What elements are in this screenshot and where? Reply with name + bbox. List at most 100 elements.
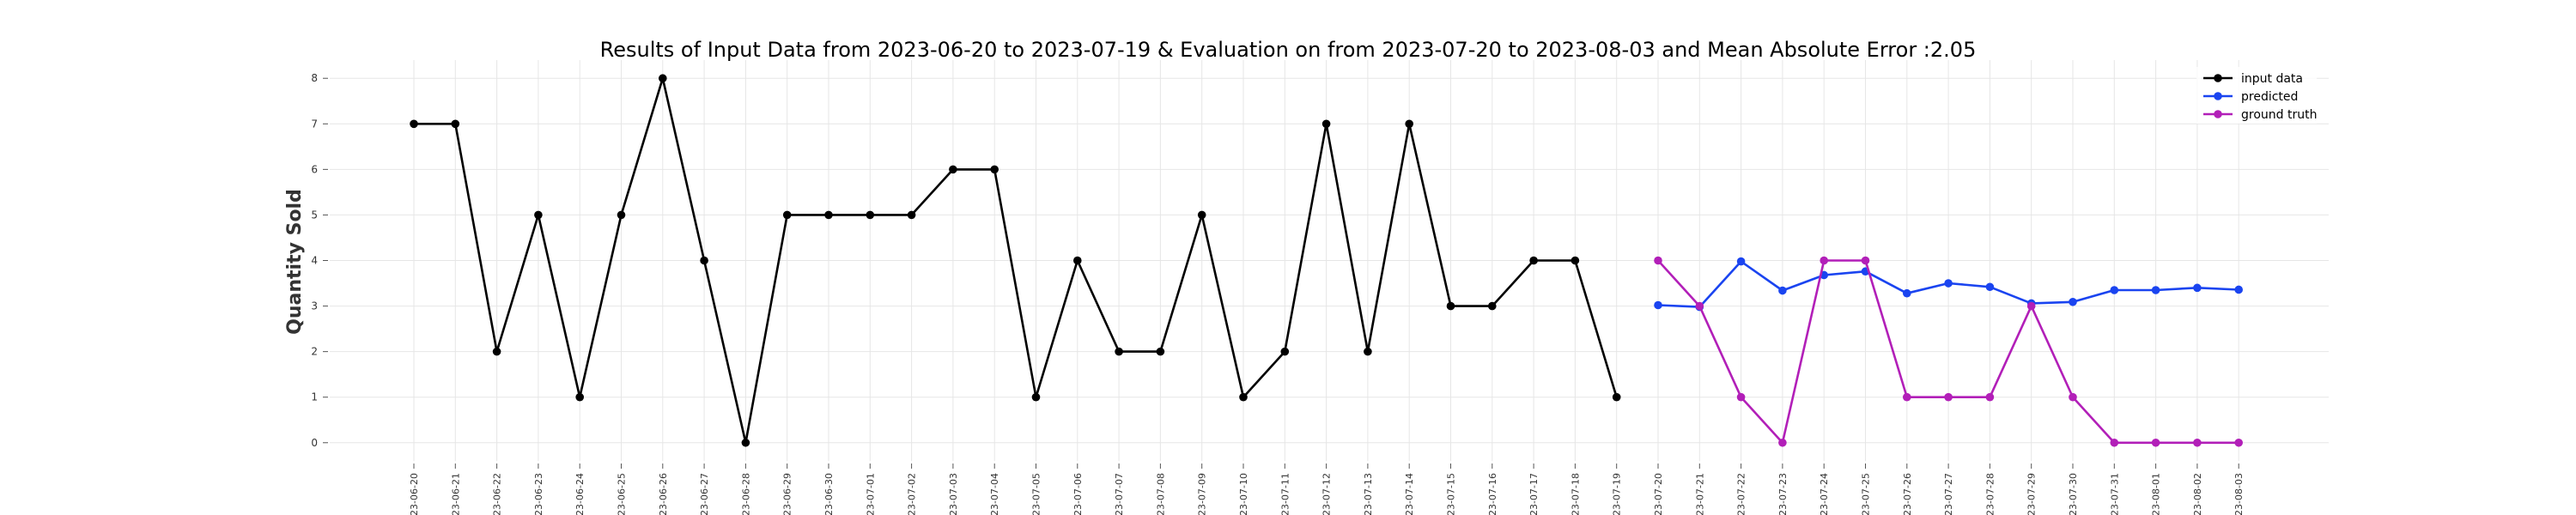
x-tick-label: 2023-07-20 [1653, 473, 1664, 515]
input-data-point [990, 165, 999, 174]
predicted-point [1736, 257, 1746, 266]
y-tick-label: 4 [311, 255, 318, 267]
x-tick-label: 2023-07-07 [1114, 473, 1125, 515]
input-data-point [1239, 392, 1248, 402]
series-input-data [410, 74, 1621, 447]
legend: input data predicted ground truth [2196, 67, 2317, 124]
x-tick-label: 2023-07-25 [1861, 473, 1872, 515]
input-data-point [575, 392, 584, 402]
predicted-point [2193, 283, 2202, 293]
input-data-point [1197, 210, 1206, 220]
x-tick-label: 2023-07-15 [1446, 473, 1457, 515]
grid [330, 60, 2329, 461]
legend-label-input-data: input data [2241, 72, 2303, 86]
x-tick-label: 2023-07-09 [1197, 473, 1208, 515]
legend-item-ground-truth: ground truth [2203, 108, 2317, 122]
input-data-point [907, 210, 916, 220]
x-tick-label: 2023-07-31 [2109, 473, 2120, 515]
input-data-point [659, 74, 667, 83]
input-data-point [866, 210, 875, 220]
ground-truth-point [2193, 438, 2202, 447]
y-tick-label: 3 [311, 300, 318, 312]
x-tick-label: 2023-08-01 [2151, 473, 2162, 515]
x-tick-label: 2023-07-04 [989, 473, 1000, 515]
ground-truth-point [1903, 392, 1911, 402]
input-data-point [492, 347, 501, 356]
x-tick-label: 2023-07-10 [1238, 473, 1249, 515]
x-tick-label: 2023-07-27 [1943, 473, 1954, 515]
y-tick-label: 6 [311, 163, 318, 175]
input-data-point [1529, 256, 1538, 265]
input-data-point [700, 256, 708, 265]
y-axis-label: Quantity Sold [284, 189, 306, 335]
input-data-point [451, 119, 460, 129]
y-tick-label: 0 [311, 437, 318, 449]
x-tick-label: 2023-06-25 [617, 473, 628, 515]
predicted-point [2069, 297, 2077, 306]
input-data-point [617, 210, 626, 220]
x-tick-label: 2023-07-21 [1694, 473, 1705, 515]
x-tick-label: 2023-06-24 [574, 473, 586, 515]
x-tick-label: 2023-07-30 [2068, 473, 2079, 515]
input-data-point [1156, 347, 1165, 356]
chart-title: Results of Input Data from 2023-06-20 to… [600, 38, 1977, 62]
y-tick-label: 8 [311, 72, 318, 84]
predicted-point [2110, 286, 2119, 294]
input-data-point [1280, 347, 1290, 356]
predicted-point [1654, 300, 1662, 310]
predicted-point [1903, 288, 1911, 298]
ground-truth-point [1778, 438, 1787, 447]
legend-item-input-data: input data [2203, 72, 2303, 86]
x-tick-label: 2023-07-02 [907, 473, 918, 515]
ground-truth-point [1654, 256, 1662, 265]
x-tick-label: 2023-06-30 [823, 473, 835, 515]
ground-truth-point [2234, 438, 2243, 447]
ground-truth-point [1861, 256, 1870, 265]
input-data-point [949, 165, 957, 174]
x-tick-label: 2023-06-28 [740, 473, 751, 515]
x-tick-label: 2023-07-06 [1072, 473, 1084, 515]
series-group [410, 74, 2243, 447]
ground-truth-point [2026, 301, 2036, 311]
y-tick-label: 1 [311, 391, 318, 403]
x-tick-label: 2023-06-20 [409, 473, 420, 515]
x-tick-label: 2023-07-03 [948, 473, 959, 515]
x-tick-label: 2023-07-28 [1984, 473, 1996, 515]
x-tick-label: 2023-07-16 [1487, 473, 1498, 515]
series-ground-truth [1654, 256, 2243, 447]
legend-marker-ground-truth [2214, 110, 2222, 118]
input-data-point [1405, 119, 1413, 129]
legend-marker-input-data [2214, 74, 2222, 82]
input-data-point [1115, 347, 1123, 356]
x-tick-label: 2023-07-17 [1528, 473, 1540, 515]
x-tick-label: 2023-06-21 [450, 473, 461, 515]
ground-truth-point [1820, 256, 1828, 265]
ground-truth-point [1944, 392, 1953, 402]
x-tick-label: 2023-06-22 [492, 473, 503, 515]
legend-marker-predicted [2214, 92, 2222, 100]
input-data-point [741, 438, 750, 447]
x-tick-label: 2023-07-23 [1777, 473, 1789, 515]
x-tick-label: 2023-07-14 [1404, 473, 1415, 515]
predicted-point [1985, 282, 1995, 292]
x-tick-label: 2023-07-19 [1612, 473, 1623, 515]
input-data-point [1571, 256, 1580, 265]
x-tick-label: 2023-08-03 [2233, 473, 2245, 515]
x-tick-label: 2023-07-08 [1155, 473, 1166, 515]
y-tick-label: 5 [311, 209, 318, 221]
legend-item-predicted: predicted [2203, 90, 2298, 104]
input-data-point [782, 210, 792, 220]
x-tick-label: 2023-07-01 [865, 473, 876, 515]
x-tick-label: 2023-06-29 [782, 473, 793, 515]
x-tick-label: 2023-07-13 [1363, 473, 1374, 515]
x-tick-label: 2023-08-02 [2192, 473, 2203, 515]
legend-label-predicted: predicted [2241, 90, 2298, 104]
ground-truth-point [1695, 301, 1704, 311]
ground-truth-point [2151, 438, 2160, 447]
predicted-point [2234, 285, 2243, 294]
input-data-point [1488, 301, 1497, 311]
x-tick-label: 2023-06-27 [699, 473, 710, 515]
predicted-point [1778, 286, 1787, 295]
x-tick-label: 2023-07-18 [1570, 473, 1581, 515]
x-tick-label: 2023-07-29 [2026, 473, 2038, 515]
